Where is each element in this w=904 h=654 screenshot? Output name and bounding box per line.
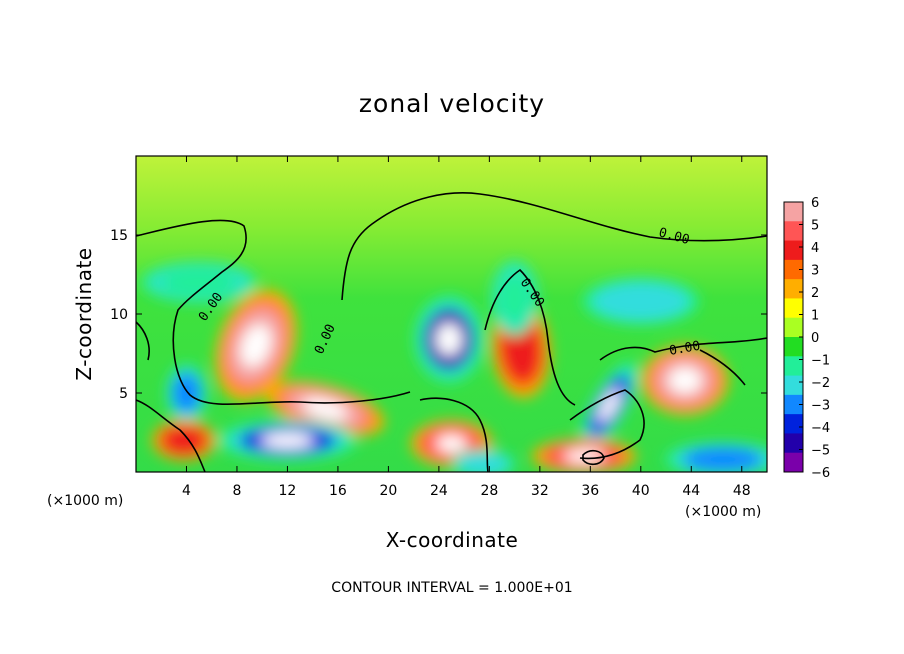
field-blob <box>436 434 467 453</box>
colorbar-segment <box>784 202 803 222</box>
field-blob <box>600 285 681 318</box>
field-blob <box>668 367 702 394</box>
colorbar-segment <box>784 240 803 261</box>
contour-label: 0.00 <box>668 339 701 359</box>
field-blob <box>161 426 206 455</box>
colorbar-label: 2 <box>811 286 819 301</box>
velocity-field <box>141 260 767 472</box>
colorbar-segment <box>784 375 803 396</box>
y-axis: 5 10 15 <box>110 228 767 402</box>
zero-contour-line <box>136 399 206 472</box>
colorbar-label: 3 <box>811 264 819 279</box>
colorbar-segment <box>784 356 803 377</box>
colorbar-label: −3 <box>811 399 830 414</box>
field-blob <box>598 389 621 423</box>
colorbar-label: −4 <box>811 421 830 436</box>
x-tick-label: 32 <box>531 483 549 499</box>
colorbar-label: 1 <box>811 309 819 324</box>
colorbar-label: 4 <box>811 241 819 256</box>
x-tick-label: 40 <box>632 483 650 499</box>
x-tick-label: 8 <box>232 483 241 499</box>
x-unit-right: (×1000 m) <box>685 504 761 520</box>
zero-contour-line <box>419 397 489 472</box>
plot-area: 0.000.000.000.000.00 <box>136 156 767 472</box>
field-blob <box>261 432 314 449</box>
colorbar-label: 0 <box>811 331 819 346</box>
contour-interval-note: CONTOUR INTERVAL = 1.000E+01 <box>331 580 572 596</box>
zero-contour-line <box>484 268 576 406</box>
field-blob <box>564 449 604 463</box>
x-tick-label: 20 <box>379 483 397 499</box>
colorbar-label: 6 <box>811 196 819 211</box>
colorbar-segment <box>784 221 803 242</box>
colorbar-label: 5 <box>811 219 819 234</box>
colorbar-label: −6 <box>811 466 830 481</box>
x-tick-label: 16 <box>329 483 347 499</box>
x-tick-label: 44 <box>682 483 700 499</box>
y-tick-label: 10 <box>110 307 128 323</box>
zero-contour-line <box>136 321 150 361</box>
x-tick-label: 36 <box>581 483 599 499</box>
field-blob <box>302 398 348 420</box>
x-tick-label: 28 <box>480 483 498 499</box>
zero-contour-line <box>599 337 767 361</box>
colorbar-segment <box>784 394 803 415</box>
zero-contour-line <box>569 389 645 460</box>
zero-contours <box>136 192 767 472</box>
colorbar-segment <box>784 279 803 299</box>
colorbar-label: −5 <box>811 444 830 459</box>
field-blob <box>435 322 463 356</box>
colorbar: 6 5 4 3 2 1 0 −1 −2 −3 −4 −5 −6 <box>783 196 830 481</box>
x-tick-label: 4 <box>182 483 191 499</box>
zero-contour-line <box>699 349 746 386</box>
y-tick-label: 5 <box>119 386 128 402</box>
colorbar-label: −1 <box>811 354 830 369</box>
y-tick-label: 15 <box>110 228 128 244</box>
x-tick-label: 24 <box>430 483 448 499</box>
field-blob <box>682 447 763 472</box>
colorbar-segment <box>784 414 803 434</box>
chart-title: zonal velocity <box>359 89 545 118</box>
colorbar-segment <box>784 259 803 280</box>
colorbar-segment <box>784 452 803 473</box>
field-blob <box>240 324 272 367</box>
field-blob <box>172 373 201 413</box>
x-tick-label: 12 <box>279 483 297 499</box>
x-unit-left: (×1000 m) <box>47 493 123 509</box>
y-axis-label: Z-coordinate <box>72 247 96 380</box>
field-blob <box>498 272 531 325</box>
colorbar-segment <box>784 337 803 357</box>
field-blob <box>159 268 240 297</box>
x-axis: 4 8 12 16 20 24 28 32 36 40 44 48 <box>182 156 751 499</box>
zero-contour-line <box>136 219 411 406</box>
colorbar-label: −2 <box>811 376 830 391</box>
colorbar-segment <box>784 433 803 454</box>
x-tick-label: 48 <box>733 483 751 499</box>
colorbar-segment <box>784 317 803 338</box>
colorbar-segment <box>784 298 803 319</box>
zero-contour-line <box>582 449 605 466</box>
field-blob <box>461 454 506 472</box>
zero-contour-line <box>341 192 767 301</box>
x-axis-label: X-coordinate <box>386 528 519 552</box>
